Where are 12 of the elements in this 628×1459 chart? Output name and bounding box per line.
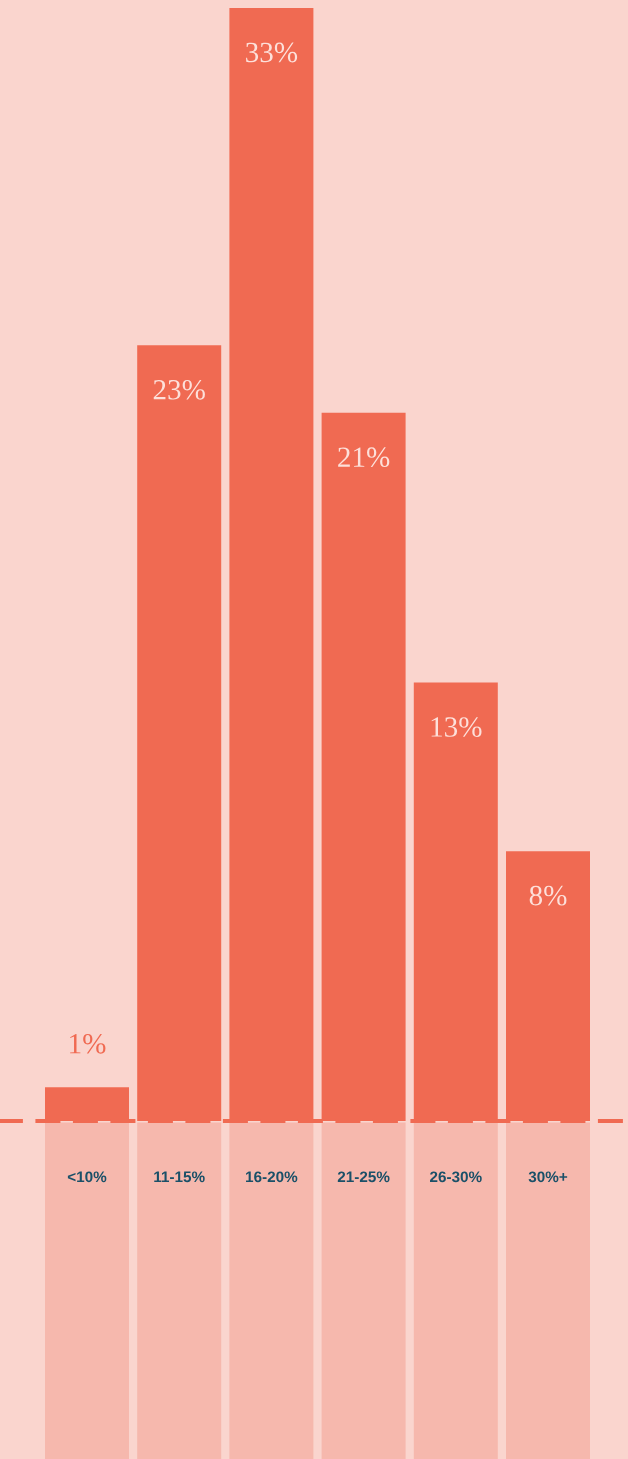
x-tick-label: 16-20% — [246, 1171, 298, 1183]
data-label: 1% — [70, 1033, 106, 1054]
x-tick-label: 30%+ — [528, 1171, 568, 1183]
x-tick-label: 21-25% — [337, 1171, 390, 1183]
data-label: 21% — [338, 447, 390, 468]
x-tick-label: <10% — [67, 1171, 107, 1183]
data-label: 8% — [529, 885, 567, 906]
data-label: 13% — [431, 717, 482, 737]
data-label: 23% — [153, 379, 205, 400]
x-tick-label: 26-30% — [430, 1171, 482, 1183]
x-tick-label: 11-15% — [154, 1171, 205, 1183]
data-label: 33% — [246, 42, 298, 63]
